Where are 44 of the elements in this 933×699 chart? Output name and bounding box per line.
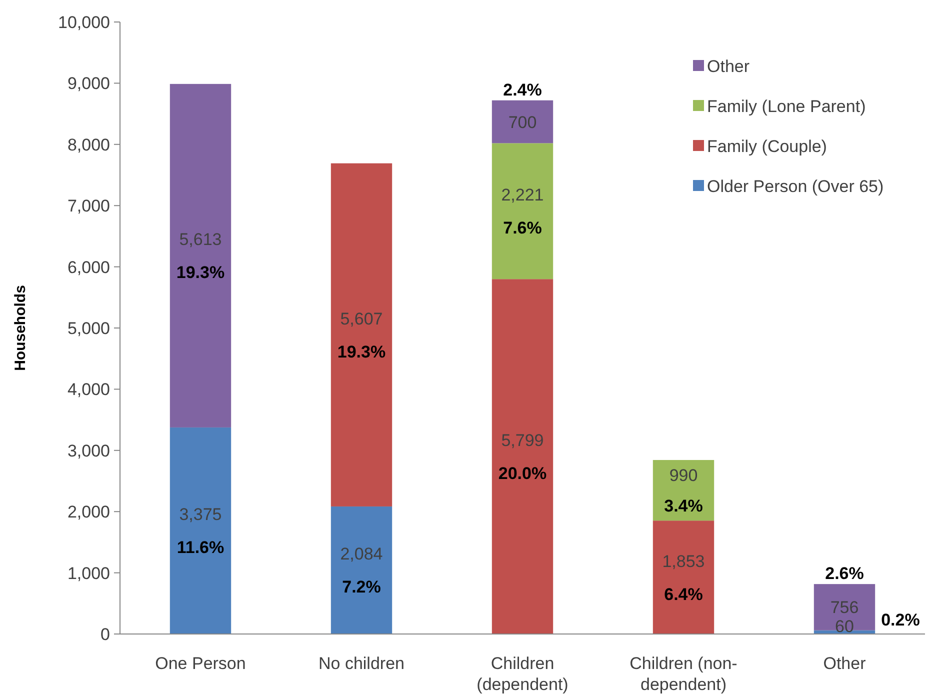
y-tick-label: 9,000 bbox=[67, 74, 110, 94]
legend-label: Other bbox=[707, 57, 750, 76]
y-tick-label: 7,000 bbox=[67, 196, 110, 216]
data-label: 2,221 7.6% bbox=[501, 186, 544, 238]
y-tick-label: 8,000 bbox=[67, 135, 110, 154]
bar bbox=[170, 84, 232, 428]
y-tick-label: 5,000 bbox=[67, 319, 110, 338]
bar bbox=[170, 427, 232, 634]
legend-label: Family (Couple) bbox=[707, 137, 827, 156]
data-label: 5,799 20.0% bbox=[498, 431, 547, 484]
bar bbox=[492, 279, 554, 634]
y-tick-label: 0 bbox=[100, 625, 110, 644]
legend-label: Older Person (Over 65) bbox=[707, 177, 884, 196]
data-label: 5,613 19.3% bbox=[176, 230, 225, 282]
y-axis-title: Households bbox=[12, 285, 29, 371]
x-tick-label: Children (non-dependent) bbox=[630, 654, 738, 694]
annotation: 0.2% bbox=[881, 610, 920, 630]
legend-label: Family (Lone Parent) bbox=[707, 97, 866, 116]
annotation: 2.6% bbox=[825, 564, 864, 584]
data-label: 990 3.4% bbox=[664, 466, 703, 516]
bar bbox=[814, 584, 876, 630]
y-tick-label: 6,000 bbox=[67, 258, 110, 277]
data-label: 1,853 6.4% bbox=[662, 552, 705, 604]
bar bbox=[492, 143, 554, 280]
y-tick-label: 2,000 bbox=[67, 502, 110, 522]
x-tick-label: Children (dependent) bbox=[476, 654, 568, 694]
y-tick-label: 10,000 bbox=[58, 13, 110, 32]
x-tick-label: No children bbox=[318, 654, 404, 673]
y-tick-label: 1,000 bbox=[67, 564, 110, 583]
data-label: 5,607 19.3% bbox=[337, 309, 386, 362]
x-tick-label: Other bbox=[823, 654, 866, 673]
x-tick-label: One Person bbox=[155, 654, 246, 673]
data-label: 700 bbox=[508, 112, 537, 132]
data-label: 3,375 11.6% bbox=[176, 505, 224, 558]
bar bbox=[492, 100, 554, 144]
data-label: 60 bbox=[835, 617, 854, 636]
y-tick-label: 4,000 bbox=[67, 380, 110, 400]
annotation: 2.4% bbox=[503, 80, 542, 100]
data-label: 2,084 7.2% bbox=[340, 544, 383, 597]
bar bbox=[330, 506, 392, 634]
y-tick-label: 3,000 bbox=[67, 441, 110, 460]
data-label: 756 bbox=[830, 598, 859, 618]
bar bbox=[652, 520, 714, 634]
bar bbox=[330, 163, 392, 506]
